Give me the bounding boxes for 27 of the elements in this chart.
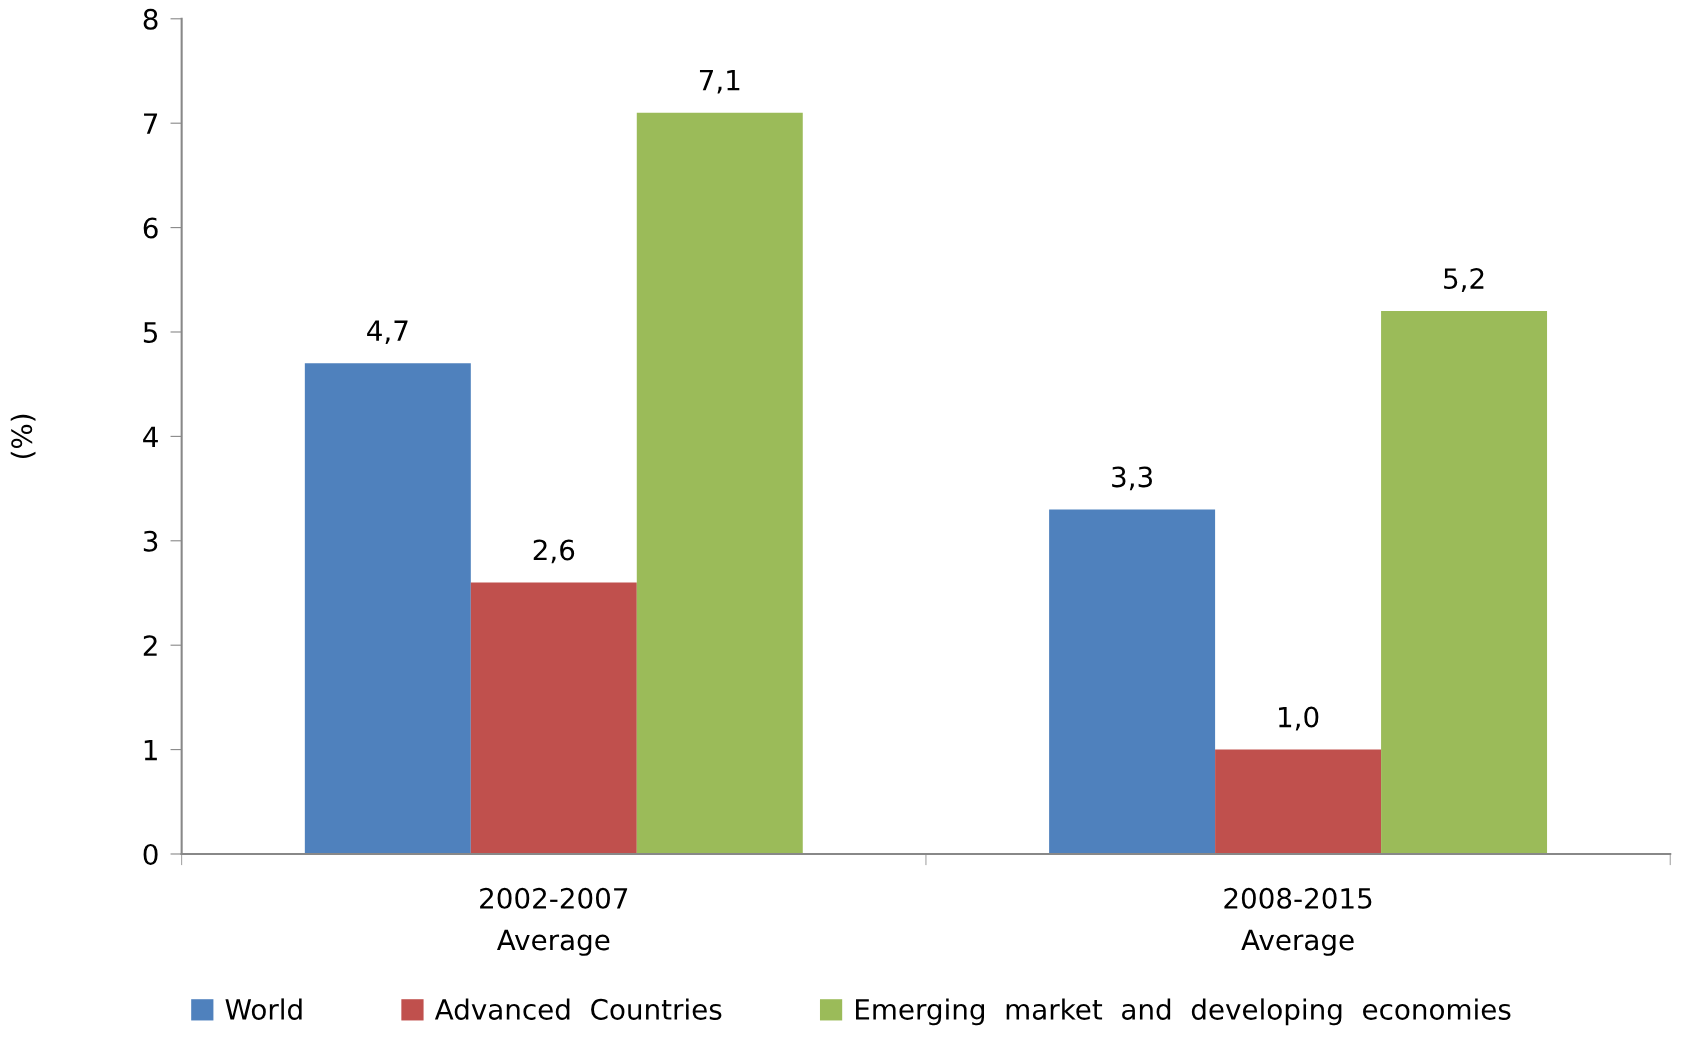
y-tick-label: 6: [143, 217, 158, 239]
legend-label: Emerging market and developing economies: [856, 998, 1511, 1026]
data-label: 2,6: [533, 539, 575, 564]
data-label: 5,2: [1444, 268, 1484, 292]
bar: [1049, 509, 1216, 854]
legend-label: World: [225, 998, 302, 1020]
y-tick-label: 0: [143, 843, 158, 865]
data-label: 1,0: [1279, 706, 1319, 731]
data-label: 3,3: [1112, 466, 1152, 491]
x-tick-label: 2008-2015 Average: [1224, 887, 1372, 956]
bar: [636, 112, 803, 854]
bar: [304, 363, 471, 854]
y-axis-title: (%): [10, 414, 36, 459]
y-tick-label: 8: [143, 8, 158, 30]
legend-label: Advanced Countries: [434, 998, 722, 1020]
data-label: 4,7: [367, 320, 408, 345]
y-tick-label: 4: [143, 426, 158, 447]
y-tick-label: 2: [143, 635, 157, 656]
y-tick-label: 1: [144, 739, 157, 761]
bar: [470, 582, 637, 854]
y-tick-label: 3: [143, 530, 158, 552]
bar: [1215, 749, 1382, 854]
y-tick-label: 7: [144, 113, 158, 134]
y-tick-label: 5: [143, 322, 158, 343]
data-label: 7,1: [699, 70, 740, 94]
x-tick-label: 2002-2007 Average: [480, 887, 628, 956]
bar: [1381, 311, 1548, 854]
